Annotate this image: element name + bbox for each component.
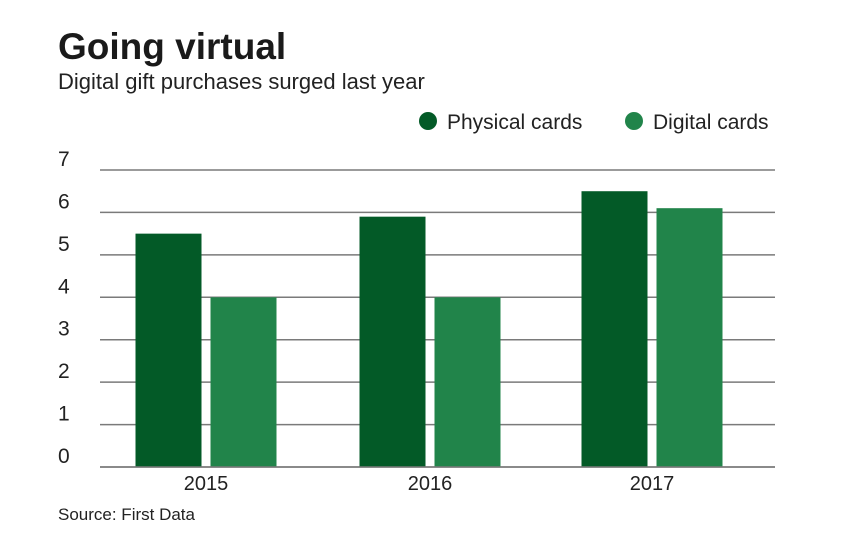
legend-label: Digital cards <box>653 111 769 134</box>
x-tick-label: 2016 <box>408 473 453 495</box>
x-tick-label: 2015 <box>184 473 229 495</box>
y-tick-label: 4 <box>58 275 70 298</box>
bar-digital-cards-2016 <box>434 297 501 467</box>
bar-physical-cards-2016 <box>359 216 426 467</box>
legend-label: Physical cards <box>447 111 582 134</box>
bar-digital-cards-2015 <box>210 297 277 467</box>
bar-physical-cards-2015 <box>135 233 202 467</box>
y-tick-label: 5 <box>58 233 70 256</box>
y-tick-label: 2 <box>58 360 70 383</box>
bar-physical-cards-2017 <box>581 191 648 467</box>
chart-title: Going virtual <box>58 26 287 67</box>
y-tick-label: 6 <box>58 190 70 213</box>
bar-digital-cards-2017 <box>656 208 723 467</box>
y-tick-label: 0 <box>58 445 70 468</box>
y-tick-label: 3 <box>58 318 70 341</box>
source-note: Source: First Data <box>58 505 195 524</box>
y-tick-label: 7 <box>58 148 70 171</box>
x-tick-label: 2017 <box>630 473 675 495</box>
chart-subtitle: Digital gift purchases surged last year <box>58 69 425 94</box>
legend-marker-icon <box>419 112 437 130</box>
y-tick-label: 1 <box>58 403 70 426</box>
legend-marker-icon <box>625 112 643 130</box>
